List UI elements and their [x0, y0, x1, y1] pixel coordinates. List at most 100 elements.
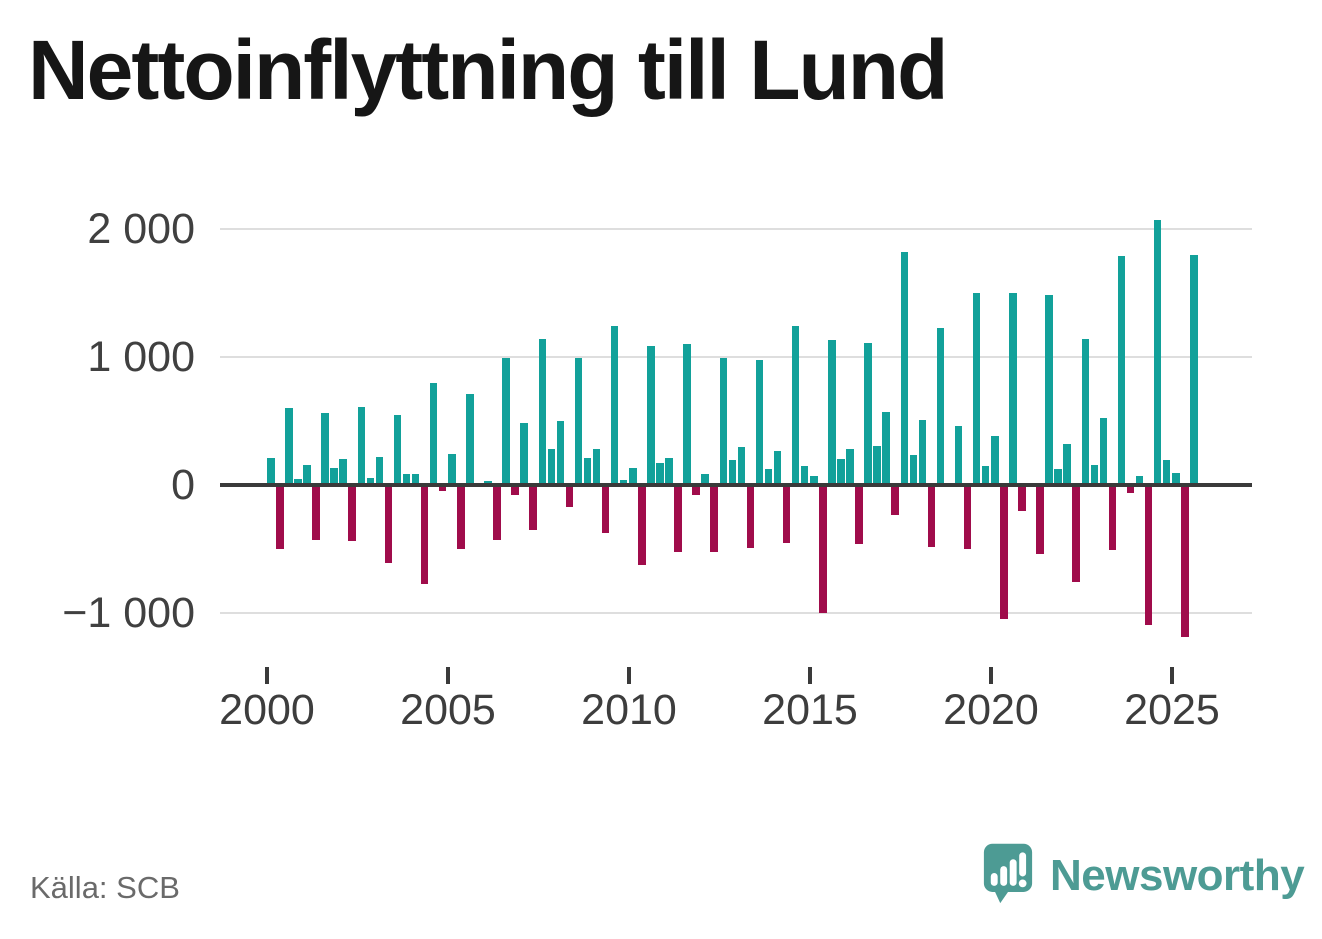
- bar-2021Q3: [1045, 295, 1053, 485]
- bar-2017Q3: [900, 251, 908, 485]
- y-axis-label-0: 0: [171, 460, 195, 509]
- bar-2019Q3: [972, 293, 981, 485]
- bar-2009Q4: [619, 480, 628, 485]
- bar-2015Q4: [837, 458, 845, 485]
- bar-2012Q4: [728, 460, 737, 485]
- bar-2006Q2: [493, 484, 501, 541]
- bar-2011Q4: [692, 484, 700, 495]
- bar-2000Q1: [267, 458, 275, 485]
- bar-2015Q2: [819, 484, 827, 614]
- bar-2009Q2: [601, 484, 610, 533]
- bar-2008Q4: [583, 458, 592, 485]
- bar-2024Q3: [1153, 220, 1162, 485]
- bar-2024Q1: [1135, 475, 1144, 485]
- bar-2013Q1: [737, 447, 746, 485]
- bar-2016Q3: [864, 343, 872, 485]
- y-axis-label-1000: 1 000: [87, 332, 195, 381]
- bar-2011Q3: [683, 343, 691, 485]
- bar-2017Q2: [891, 484, 899, 515]
- bar-2022Q2: [1072, 484, 1080, 582]
- bar-2023Q2: [1108, 484, 1117, 550]
- bar-2004Q2: [420, 484, 429, 585]
- bar-2002Q1: [339, 458, 347, 485]
- bar-2021Q4: [1054, 469, 1062, 485]
- newsworthy-wordmark: Newsworthy: [1050, 850, 1305, 900]
- bar-2003Q4: [402, 473, 411, 485]
- x-axis-label-2025: 2025: [1124, 686, 1220, 734]
- x-axis-tick-2020: [989, 667, 993, 684]
- bar-2022Q3: [1081, 338, 1089, 485]
- bar-2019Q2: [963, 484, 972, 550]
- bar-2003Q2: [384, 484, 393, 564]
- bar-2010Q4: [656, 462, 664, 485]
- bar-2019Q4: [981, 465, 990, 485]
- bar-2010Q3: [647, 345, 655, 485]
- bar-2020Q1: [991, 435, 999, 485]
- bar-2024Q2: [1144, 484, 1153, 626]
- source-note: Källa: SCB: [30, 870, 180, 905]
- bar-2014Q2: [782, 484, 791, 544]
- bar-2003Q1: [375, 456, 384, 485]
- bar-2023Q4: [1126, 484, 1135, 493]
- bar-2015Q3: [828, 339, 836, 485]
- x-axis-tick-2015: [808, 667, 812, 684]
- bar-2007Q4: [547, 449, 556, 485]
- bar-2002Q2: [348, 484, 356, 542]
- bar-2025Q3: [1190, 254, 1198, 485]
- bar-2002Q3: [357, 407, 365, 485]
- bar-2000Q2: [276, 484, 284, 550]
- bar-2024Q4: [1162, 459, 1171, 485]
- bar-2005Q1: [448, 454, 456, 485]
- bar-2008Q1: [556, 421, 565, 485]
- bar-2004Q4: [438, 484, 447, 491]
- bar-2023Q3: [1117, 256, 1126, 485]
- bar-2001Q2: [312, 484, 320, 541]
- bar-2018Q2: [927, 484, 936, 548]
- bar-2005Q2: [457, 484, 465, 550]
- bar-2020Q3: [1009, 293, 1017, 485]
- bar-2018Q3: [936, 328, 945, 485]
- bar-2013Q2: [746, 484, 755, 548]
- newsworthy-logo-icon: [982, 842, 1034, 909]
- bar-2014Q1: [773, 451, 782, 485]
- page-title: Nettoinflyttning till Lund: [28, 23, 948, 117]
- bar-2008Q2: [565, 484, 574, 507]
- bar-2004Q1: [411, 473, 420, 485]
- bar-2012Q3: [719, 358, 727, 485]
- bar-2019Q1: [954, 425, 963, 485]
- x-axis-label-2010: 2010: [581, 686, 677, 734]
- bar-2025Q2: [1181, 484, 1189, 637]
- bar-2016Q1: [846, 449, 854, 485]
- x-axis-label-2015: 2015: [762, 686, 858, 734]
- bar-2016Q4: [873, 446, 881, 485]
- bar-2010Q2: [638, 484, 646, 565]
- bar-2006Q3: [502, 357, 510, 485]
- bar-2011Q2: [674, 484, 682, 553]
- gridline-2000: [220, 227, 1252, 230]
- y-axis-label--1000: −1 000: [62, 588, 195, 637]
- bar-2006Q4: [511, 484, 519, 496]
- bar-2012Q1: [701, 473, 709, 485]
- x-axis-tick-2025: [1170, 667, 1174, 684]
- zero-axis-line: [220, 482, 1252, 487]
- x-axis-label-2005: 2005: [400, 686, 496, 734]
- bar-2001Q4: [330, 467, 338, 485]
- bar-2009Q3: [610, 325, 619, 485]
- bar-2020Q2: [1000, 484, 1008, 619]
- bar-2022Q1: [1063, 443, 1071, 485]
- bar-2007Q1: [520, 423, 528, 485]
- bar-2007Q3: [538, 338, 546, 485]
- bar-2012Q2: [710, 484, 718, 552]
- bar-2003Q3: [393, 414, 402, 485]
- bar-2018Q1: [918, 419, 927, 485]
- bar-2021Q2: [1036, 484, 1044, 554]
- x-axis-label-2020: 2020: [943, 686, 1039, 734]
- bar-2001Q3: [321, 412, 329, 485]
- bar-2015Q1: [810, 476, 818, 485]
- bar-2008Q3: [574, 357, 583, 485]
- bar-2023Q1: [1099, 417, 1108, 485]
- bar-2013Q4: [764, 469, 773, 485]
- bar-2007Q2: [529, 484, 537, 530]
- bar-2002Q4: [366, 478, 375, 485]
